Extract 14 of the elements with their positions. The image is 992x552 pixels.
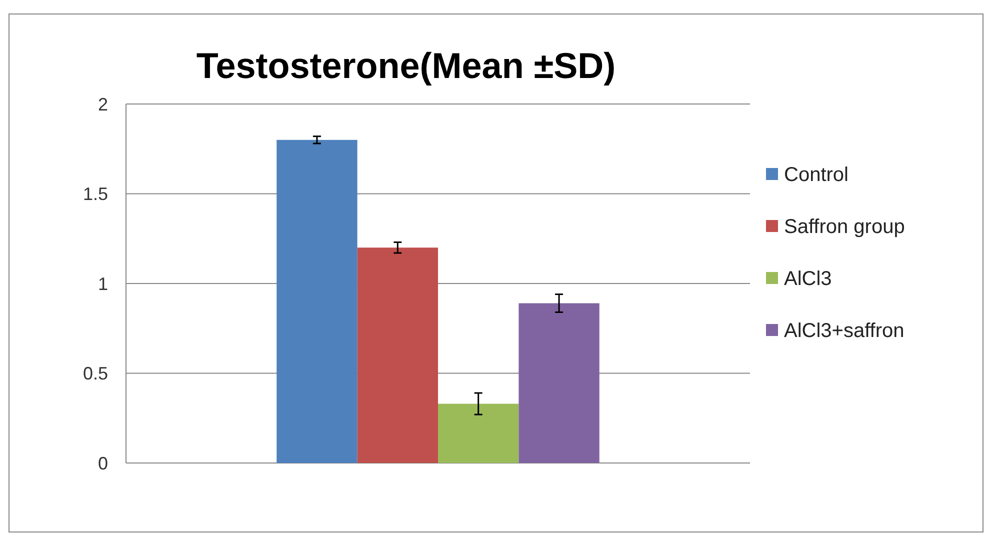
y-tick-label: 0 bbox=[98, 453, 108, 474]
chart-title: Testosterone(Mean ±SD) bbox=[196, 45, 616, 86]
y-tick-label: 1 bbox=[98, 274, 108, 294]
bar bbox=[357, 248, 438, 463]
legend-label: AlCl3+saffron bbox=[784, 320, 904, 342]
bar bbox=[438, 404, 519, 463]
y-tick-label: 1.5 bbox=[82, 184, 108, 204]
y-tick-label: 0.5 bbox=[82, 364, 108, 384]
bar bbox=[276, 140, 358, 463]
legend-label: AlCl3 bbox=[784, 268, 832, 290]
legend-label: Control bbox=[784, 164, 848, 186]
y-tick-label: 2 bbox=[98, 94, 108, 114]
legend-label: Saffron group bbox=[784, 216, 905, 238]
bar bbox=[518, 303, 600, 463]
